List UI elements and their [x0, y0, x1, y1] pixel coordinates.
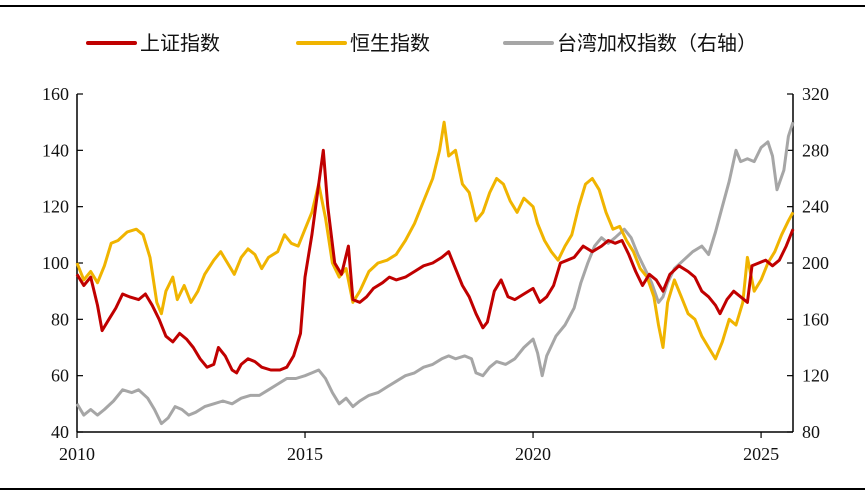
left-tick-label: 160 — [42, 84, 69, 104]
legend-item-shanghai: 上证指数 — [86, 31, 220, 55]
x-axis-ticks: 2010 2015 2020 2025 — [59, 432, 779, 464]
chart-legend: 上证指数 恒生指数 台湾加权指数（右轴） — [86, 31, 757, 55]
left-tick-label: 40 — [51, 422, 69, 442]
left-tick-label: 100 — [42, 253, 69, 273]
right-tick-label: 160 — [802, 309, 829, 329]
legend-label-taiwan: 台湾加权指数（右轴） — [557, 31, 757, 55]
left-axis-ticks: 40 60 80 100 120 140 160 — [42, 84, 83, 442]
right-tick-label: 280 — [802, 140, 829, 160]
legend-label-shanghai: 上证指数 — [140, 31, 220, 55]
right-tick-label: 80 — [802, 422, 820, 442]
legend-item-taiwan: 台湾加权指数（右轴） — [503, 31, 757, 55]
right-tick-label: 200 — [802, 253, 829, 273]
x-tick-label: 2015 — [287, 444, 323, 464]
left-tick-label: 120 — [42, 197, 69, 217]
legend-item-hangseng: 恒生指数 — [296, 31, 430, 55]
right-tick-label: 120 — [802, 366, 829, 386]
left-tick-label: 140 — [42, 140, 69, 160]
x-tick-label: 2025 — [743, 444, 779, 464]
right-tick-label: 320 — [802, 84, 829, 104]
series-line-hangseng — [75, 120, 795, 361]
series-line-shanghai — [75, 148, 795, 375]
left-tick-label: 60 — [51, 366, 69, 386]
right-tick-label: 240 — [802, 197, 829, 217]
series-line-taiwan — [75, 121, 795, 426]
x-tick-label: 2020 — [515, 444, 551, 464]
right-axis-ticks: 80 120 160 200 240 280 320 — [787, 84, 829, 442]
left-tick-label: 80 — [51, 309, 69, 329]
legend-label-hangseng: 恒生指数 — [350, 31, 430, 55]
x-tick-label: 2010 — [59, 444, 95, 464]
